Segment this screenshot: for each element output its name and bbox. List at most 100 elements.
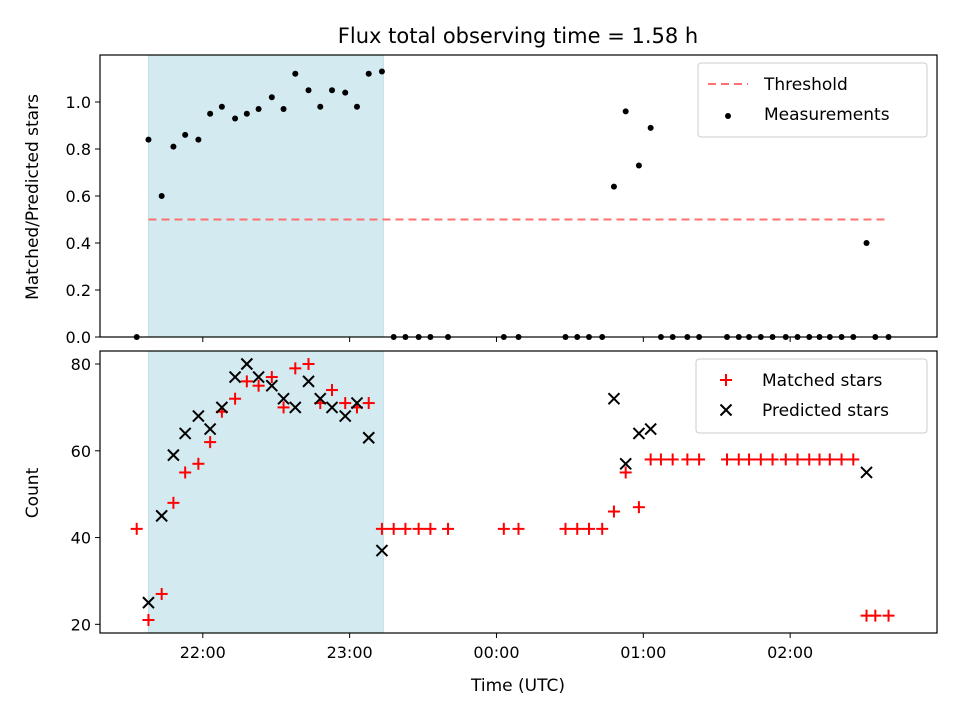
predicted-star-marker: [375, 544, 389, 557]
y-tick-label: 0.4: [66, 234, 91, 253]
matched-star-marker: [326, 384, 339, 397]
matched-star-marker: [835, 453, 848, 466]
predicted-star-marker: [203, 422, 217, 436]
matched-star-marker: [362, 397, 375, 410]
matched-star-marker: [644, 453, 657, 466]
marker-stroke: [178, 427, 192, 440]
matched-star-marker: [869, 609, 882, 622]
legend: Matched stars Predicted stars: [695, 358, 928, 434]
predicted-star-marker: [228, 370, 242, 384]
series-predicted-stars: [142, 357, 873, 609]
predicted-star-marker: [252, 370, 265, 384]
marker-stroke: [607, 392, 621, 405]
matched-star-marker: [412, 522, 425, 535]
y-tick-label: 0.6: [66, 187, 91, 206]
predicted-star-marker: [350, 396, 364, 410]
marker-stroke: [192, 409, 205, 423]
measurement-point: [863, 240, 870, 246]
matched-star-marker: [571, 522, 584, 535]
matched-star-marker: [779, 453, 792, 466]
matched-star-marker: [847, 453, 860, 466]
matched-star-marker: [130, 522, 143, 535]
matched-star-marker: [204, 436, 217, 449]
observing-window-shade: [147, 350, 384, 634]
predicted-star-marker: [142, 596, 155, 609]
measurement-point: [635, 162, 642, 169]
panel-1: 20 40 60 80 22:00 23:00 00:00 01:00 02:00 Matched…: [71, 350, 938, 662]
matched-star-marker: [681, 453, 694, 466]
marker-stroke: [619, 457, 632, 471]
marker-stroke: [302, 375, 315, 388]
matched-star-marker: [512, 522, 525, 535]
predicted-star-marker: [339, 409, 352, 423]
legend-label: Matched stars: [762, 371, 882, 391]
matched-star-marker: [240, 375, 253, 388]
predicted-star-marker: [265, 379, 279, 392]
measurement-point: [378, 68, 385, 75]
y-tick-label: 40: [71, 529, 91, 548]
matched-star-marker: [142, 613, 155, 626]
matched-star-marker: [155, 587, 168, 600]
x-axis-label: Time (UTC): [470, 676, 565, 696]
predicted-star-marker: [325, 401, 339, 414]
marker-stroke: [240, 357, 254, 371]
measurement-point: [232, 115, 239, 122]
marker-stroke: [215, 401, 229, 414]
measurement-point: [647, 124, 654, 131]
predicted-star-marker: [215, 401, 229, 414]
matched-star-marker: [497, 522, 510, 535]
measurement-point: [268, 94, 275, 101]
y-tick-label: 20: [71, 615, 91, 634]
observing-window-shade: [147, 54, 384, 338]
measurement-point: [329, 87, 336, 94]
predicted-star-marker: [362, 431, 375, 444]
matched-star-marker: [743, 453, 756, 466]
matched-star-marker: [754, 453, 767, 466]
matched-star-marker: [732, 453, 745, 466]
predicted-star-marker: [167, 448, 180, 462]
marker-stroke: [289, 401, 302, 414]
matched-star-marker: [399, 522, 412, 535]
matched-star-marker: [277, 401, 290, 414]
matched-star-marker: [375, 522, 388, 535]
marker-stroke: [167, 448, 180, 462]
y-tick-label: 60: [71, 442, 91, 461]
x-tick-label: 02:00: [767, 643, 813, 662]
matched-star-marker: [192, 457, 205, 470]
predicted-star-marker: [155, 509, 168, 523]
legend-label: Measurements: [764, 105, 890, 125]
marker-stroke: [362, 431, 375, 444]
measurement-point: [317, 103, 324, 110]
predicted-star-marker: [302, 375, 315, 388]
matched-star-marker: [442, 522, 455, 535]
x-tick-label: 23:00: [327, 643, 373, 662]
x-tick-label: 22:00: [180, 643, 226, 662]
matched-star-marker: [289, 362, 302, 375]
matched-star-marker: [339, 397, 352, 410]
legend-box: [697, 62, 928, 138]
measurement-point: [243, 110, 250, 117]
measurement-point: [622, 108, 629, 115]
measurement-point: [207, 110, 214, 117]
series-matched-stars: [130, 358, 895, 626]
x-tick-label: 01:00: [620, 643, 666, 662]
measurement-point: [170, 143, 177, 150]
matched-star-marker: [654, 453, 667, 466]
marker-stroke: [155, 509, 168, 523]
marker-stroke: [277, 392, 290, 405]
predicted-star-marker: [619, 457, 632, 471]
legend-label: Predicted stars: [762, 401, 889, 421]
y-tick-label: 1.0: [66, 93, 91, 112]
predicted-star-marker: [240, 357, 254, 371]
predicted-star-marker: [607, 392, 621, 405]
matched-star-marker: [252, 379, 265, 392]
measurement-point: [145, 136, 152, 143]
predicted-star-marker: [277, 392, 290, 405]
matched-star-marker: [791, 453, 804, 466]
legend-marker: [725, 113, 731, 119]
measurement-point: [195, 136, 202, 143]
marker-stroke: [203, 422, 217, 436]
matched-star-marker: [823, 453, 836, 466]
y-tick-label: 80: [71, 355, 91, 374]
